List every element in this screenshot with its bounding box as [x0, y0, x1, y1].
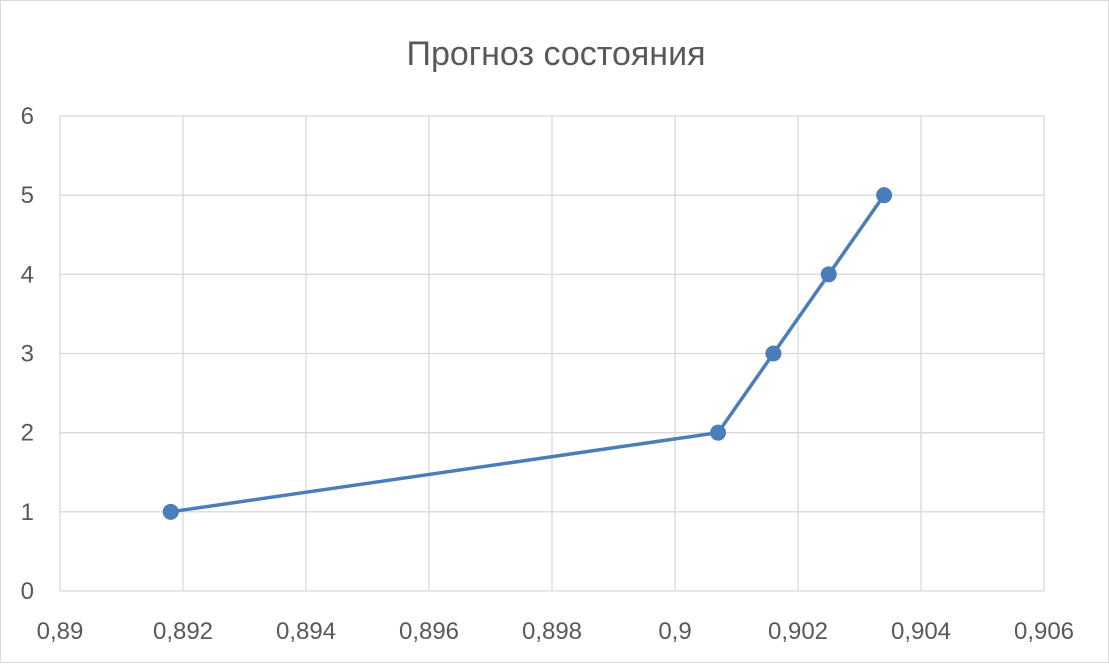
data-point	[820, 266, 837, 283]
data-point	[710, 424, 727, 441]
y-tick-label: 2	[21, 420, 34, 447]
gridlines	[59, 115, 1045, 592]
x-tick-label: 0,904	[891, 618, 951, 645]
x-tick-label: 0,898	[522, 618, 582, 645]
y-tick-label: 0	[21, 578, 34, 605]
x-tick-label: 0,894	[276, 618, 336, 645]
series-layer	[162, 187, 893, 520]
chart-title: Прогноз состояния	[407, 35, 706, 73]
y-tick-label: 1	[21, 499, 34, 526]
data-point	[876, 187, 893, 204]
y-tick-label: 5	[21, 182, 34, 209]
x-axis-tick-labels: 0,89 0,892 0,894 0,896 0,898 0,9 0,902 0,904 0,9…	[37, 618, 1074, 645]
x-tick-label: 0,89	[37, 618, 84, 645]
y-tick-label: 6	[21, 103, 34, 130]
x-tick-label: 0,9	[658, 618, 691, 645]
data-point	[765, 345, 782, 362]
x-tick-label: 0,896	[399, 618, 459, 645]
x-tick-label: 0,906	[1014, 618, 1074, 645]
y-tick-label: 3	[21, 341, 34, 368]
y-tick-label: 4	[21, 261, 34, 288]
x-tick-label: 0,902	[768, 618, 828, 645]
data-point	[162, 503, 179, 520]
x-tick-label: 0,892	[153, 618, 213, 645]
y-axis-tick-labels: 0 1 2 3 4 5 6	[21, 103, 34, 605]
